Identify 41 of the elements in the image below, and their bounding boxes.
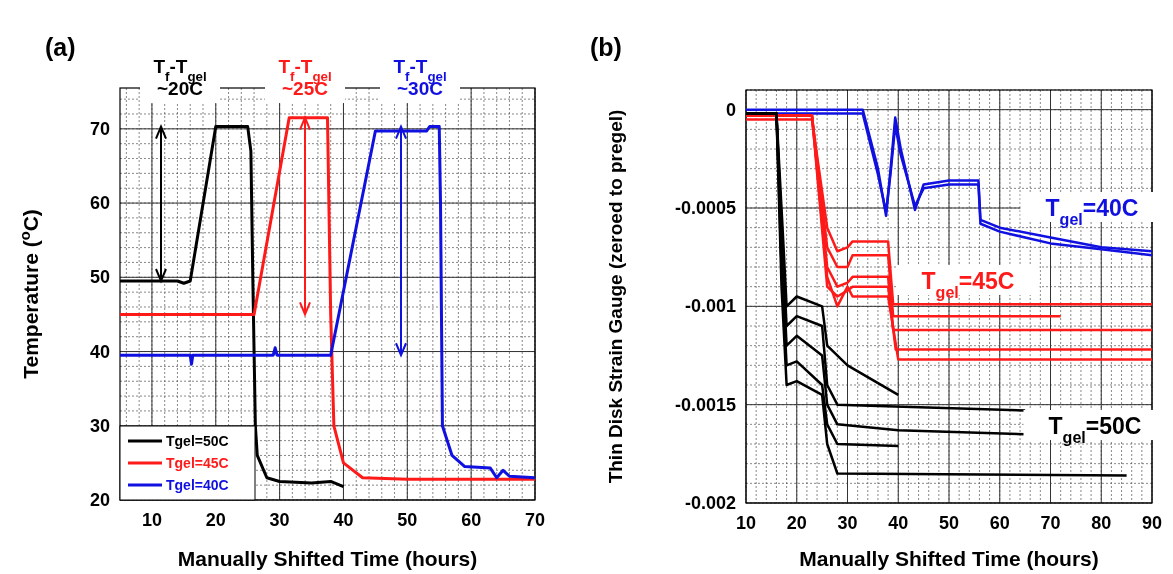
y-tick-label: -0.001: [684, 296, 736, 317]
x-tick-label: 70: [1040, 513, 1061, 533]
x-tick-label: 50: [938, 513, 960, 533]
legend-label: Tgel=45C: [166, 455, 229, 471]
x-tick-label: 30: [837, 513, 858, 533]
x-axis-title: Manually Shifted Time (hours): [177, 547, 478, 570]
x-tick-label: 60: [461, 510, 482, 530]
chart-title: (a): [45, 33, 76, 61]
x-tick-label: 80: [1091, 513, 1112, 533]
x-tick-label: 10: [735, 513, 757, 533]
y-tick-label: -0.002: [684, 493, 736, 513]
y-tick-label: 70: [89, 118, 110, 139]
x-tick-label: 70: [524, 510, 546, 530]
x-tick-label: 90: [1141, 513, 1163, 533]
y-tick-label: 30: [89, 415, 110, 436]
x-tick-label: 40: [333, 510, 354, 530]
legend-label: Tgel=50C: [166, 433, 229, 449]
x-axis-title: Manually Shifted Time (hours): [799, 547, 1099, 570]
x-tick-label: 30: [269, 510, 290, 530]
annotation: T$_{f}$-T$_{gel}$ ~25C: [278, 56, 332, 99]
annotation: T$_{gel}$=50C: [1048, 413, 1142, 446]
y-tick-label: 0: [725, 99, 736, 120]
annotation: T$_{gel}$=40C: [1045, 195, 1139, 228]
y-tick-label: 60: [89, 193, 110, 214]
chart-title: (b): [590, 33, 622, 61]
x-tick-label: 20: [786, 513, 807, 533]
y-tick-label: 20: [89, 490, 110, 510]
annotation: T$_{f}$-T$_{gel}$ ~30C: [393, 56, 447, 99]
annotation: T$_{f}$-T$_{gel}$ ~20C: [153, 56, 207, 99]
y-tick-label: 40: [89, 341, 110, 362]
x-tick-label: 60: [989, 513, 1010, 533]
x-tick-label: 10: [141, 510, 162, 530]
x-tick-label: 40: [888, 513, 909, 533]
y-tick-label: -0.0015: [674, 394, 736, 415]
x-tick-label: 50: [397, 510, 418, 530]
y-axis-title: Thin Disk Strain Gauge (zeroed to pregel): [605, 109, 626, 484]
legend-label: Tgel=40C: [166, 477, 229, 493]
y-tick-label: 50: [89, 267, 110, 288]
y-tick-label: -0.0005: [674, 198, 736, 218]
annotation: T$_{gel}$=45C: [921, 268, 1015, 301]
x-tick-label: 20: [205, 510, 226, 530]
